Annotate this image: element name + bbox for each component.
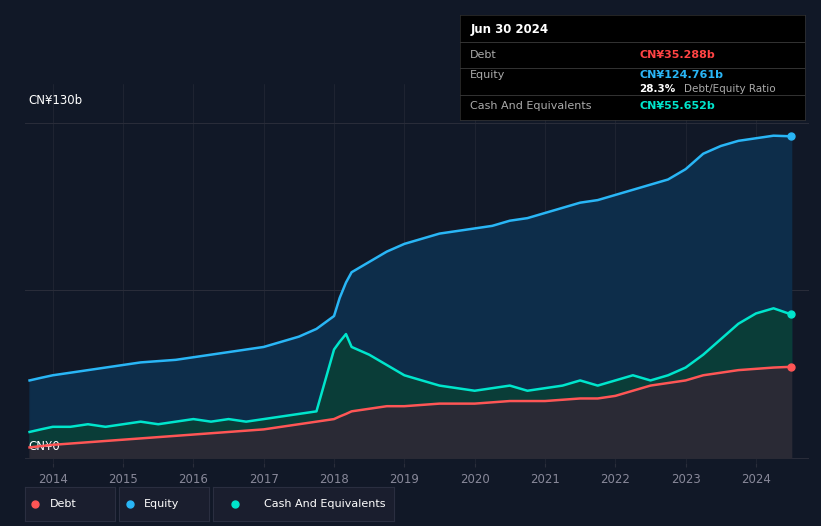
Text: CN¥130b: CN¥130b [29, 94, 83, 107]
Text: Equity: Equity [144, 499, 180, 509]
Text: Debt: Debt [470, 50, 497, 60]
Text: Debt/Equity Ratio: Debt/Equity Ratio [684, 84, 776, 94]
Text: CN¥124.761b: CN¥124.761b [640, 70, 723, 80]
Text: Cash And Equivalents: Cash And Equivalents [264, 499, 386, 509]
Text: CN¥55.652b: CN¥55.652b [640, 102, 715, 112]
Text: CN¥0: CN¥0 [29, 440, 60, 453]
Text: Jun 30 2024: Jun 30 2024 [470, 23, 548, 36]
Text: Equity: Equity [470, 70, 506, 80]
Text: Debt: Debt [50, 499, 76, 509]
Text: 28.3%: 28.3% [640, 84, 676, 94]
Text: Cash And Equivalents: Cash And Equivalents [470, 102, 592, 112]
Text: CN¥35.288b: CN¥35.288b [640, 50, 715, 60]
